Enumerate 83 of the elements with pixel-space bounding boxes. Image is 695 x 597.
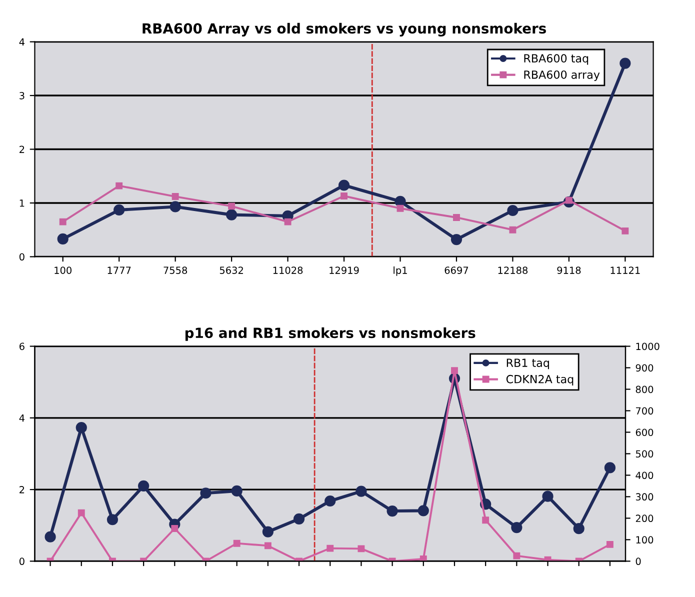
point — [59, 218, 66, 226]
point — [233, 540, 240, 547]
y2-tick-label: 0 — [636, 558, 641, 566]
y-tick-label: 6 — [20, 342, 24, 350]
point — [338, 180, 350, 191]
x-tick-label: 9118 — [557, 266, 581, 274]
y2-tick-label: 700 — [636, 407, 654, 415]
point — [44, 531, 56, 542]
point — [394, 196, 406, 207]
y2-tick-label: 300 — [636, 493, 654, 501]
y-tick-label: 4 — [19, 414, 24, 422]
y-tick-label: 0 — [19, 558, 24, 566]
point — [116, 182, 123, 190]
point — [114, 204, 125, 216]
point — [542, 490, 554, 502]
x-tick-label: 11028 — [273, 266, 303, 274]
point — [507, 204, 518, 216]
point — [418, 505, 429, 516]
point — [420, 556, 427, 562]
x-tick-label: 7558 — [164, 266, 188, 274]
point — [264, 542, 272, 550]
point — [200, 488, 212, 499]
point — [604, 462, 616, 474]
x-tick-label: 6697 — [444, 266, 468, 274]
y2-tick-label: 600 — [636, 428, 654, 436]
point — [511, 522, 522, 534]
y-tick-label: 0 — [19, 253, 24, 261]
point — [293, 513, 305, 524]
legend-label: RBA600 array — [524, 70, 600, 81]
x-tick-label: lp1 — [394, 266, 407, 276]
point — [172, 193, 179, 200]
point — [76, 422, 87, 434]
x-tick-label: 11121 — [610, 266, 640, 274]
point — [78, 509, 85, 516]
point — [482, 516, 490, 524]
y-tick-label: 4 — [19, 38, 24, 46]
point — [620, 58, 631, 69]
point — [324, 495, 336, 507]
point — [358, 545, 365, 552]
point — [606, 540, 614, 548]
y2-tick-label: 100 — [636, 536, 654, 544]
point — [340, 192, 348, 200]
legend-label: CDKN2A taq — [506, 374, 574, 386]
point — [231, 485, 242, 497]
y-tick-label: 3 — [20, 92, 24, 100]
point — [57, 233, 68, 245]
point — [226, 209, 238, 220]
point — [138, 480, 150, 492]
point — [326, 544, 334, 552]
y2-tick-label: 900 — [636, 364, 654, 372]
point — [573, 523, 584, 534]
point — [396, 204, 404, 212]
y-tick-label: 2 — [20, 486, 24, 494]
y2-tick-label: 200 — [636, 514, 654, 522]
legend-label: RB1 taq — [506, 358, 549, 370]
point — [513, 552, 520, 560]
x-tick-label: 100 — [54, 266, 72, 274]
x-tick-label: 12188 — [498, 266, 528, 274]
x-tick-label: 5632 — [220, 266, 243, 274]
y-tick-label: 1 — [20, 200, 24, 207]
point — [228, 202, 236, 210]
x-tick-label: 12919 — [330, 266, 359, 274]
point — [284, 218, 292, 226]
point — [450, 234, 462, 246]
point — [170, 201, 181, 212]
point — [509, 226, 516, 234]
chart-title: RBA600 Array vs old smokers vs young nonsmokers — [142, 22, 546, 36]
y2-tick-label: 800 — [636, 386, 654, 394]
chart-title: p16 and RB1 smokers vs nonsmokers — [185, 327, 476, 341]
point — [451, 367, 458, 374]
point — [453, 214, 460, 221]
x-tick-label: 1777 — [108, 266, 131, 274]
point — [356, 486, 367, 497]
point — [171, 525, 178, 532]
y2-tick-label: 500 — [636, 450, 654, 458]
y-tick-label: 2 — [20, 146, 24, 153]
y2-tick-label: 400 — [636, 472, 654, 480]
point — [106, 514, 118, 526]
legend-label: RBA600 taq — [524, 54, 588, 65]
y2-tick-label: 1000 — [636, 342, 660, 350]
point — [622, 227, 629, 234]
point — [386, 505, 398, 517]
point — [262, 526, 274, 538]
